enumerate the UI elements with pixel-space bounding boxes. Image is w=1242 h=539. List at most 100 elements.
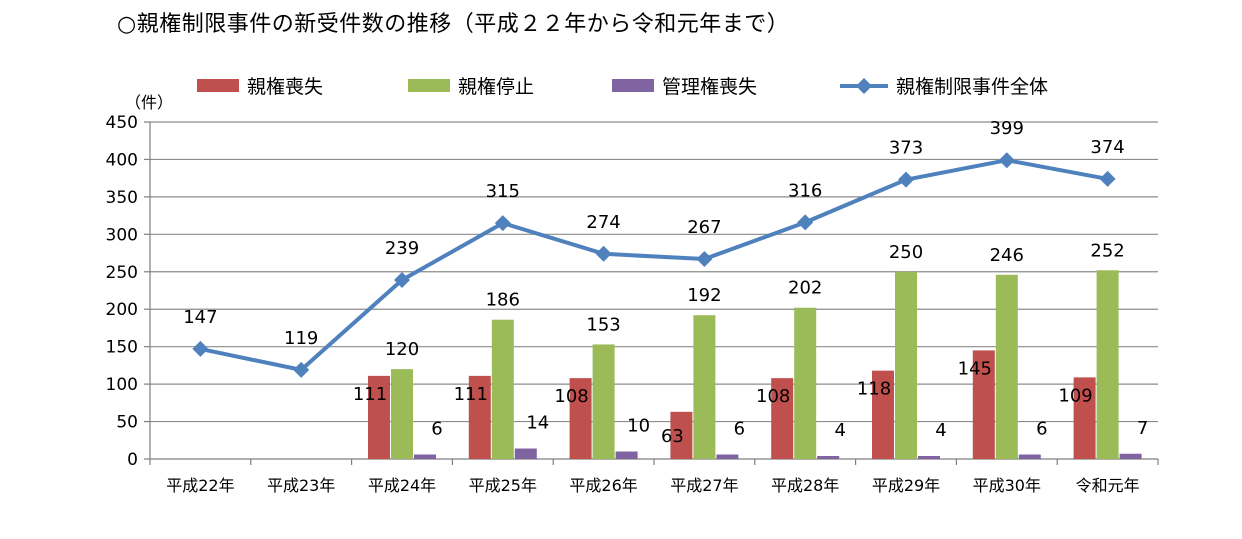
bar xyxy=(817,456,840,459)
data-label: 374 xyxy=(1090,137,1124,158)
bar xyxy=(368,375,390,459)
line-point xyxy=(394,272,410,289)
data-label: 120 xyxy=(385,339,419,360)
series-line xyxy=(199,158,1108,372)
bar xyxy=(491,319,514,459)
data-label: 10 xyxy=(627,416,650,437)
bar xyxy=(670,411,693,459)
x-tick-label: 平成28年 xyxy=(771,476,839,495)
bar xyxy=(468,375,491,459)
bar xyxy=(1119,453,1142,459)
data-label: 111 xyxy=(454,384,488,405)
bar xyxy=(514,448,537,459)
y-tick-label: 250 xyxy=(106,263,138,283)
line-point xyxy=(494,215,511,232)
bar xyxy=(716,454,739,459)
x-tick-label: 平成27年 xyxy=(670,476,738,495)
bar xyxy=(995,274,1018,459)
x-tick-label: 平成23年 xyxy=(267,476,335,495)
y-tick-label: 50 xyxy=(116,413,138,433)
data-label: 147 xyxy=(183,307,217,328)
y-tick-label: 300 xyxy=(106,225,138,245)
bar xyxy=(1096,270,1119,459)
bar xyxy=(592,344,615,459)
legend-label: 親権制限事件全体 xyxy=(896,76,1048,98)
legend-swatch xyxy=(408,79,450,92)
y-tick-label: 400 xyxy=(106,150,138,170)
data-label: 246 xyxy=(990,245,1024,266)
y-tick-label: 150 xyxy=(106,338,138,358)
data-labels: 111 111 108 63 108 118 145 109 120 186 153 192 202 25… xyxy=(183,118,1148,447)
bar xyxy=(569,378,592,459)
data-label: 4 xyxy=(834,420,845,441)
data-label: 274 xyxy=(586,212,620,233)
line-point xyxy=(192,340,209,357)
data-label: 250 xyxy=(889,242,923,263)
data-label: 315 xyxy=(486,181,520,202)
data-label: 7 xyxy=(1137,418,1148,439)
bar xyxy=(794,307,817,459)
legend-marker xyxy=(856,78,872,94)
legend-label: 管理権喪失 xyxy=(662,76,757,98)
bar xyxy=(771,378,794,459)
data-label: 373 xyxy=(889,138,923,159)
bars xyxy=(368,270,1142,459)
bar xyxy=(918,456,940,459)
data-label: 111 xyxy=(353,384,387,405)
bar xyxy=(1073,377,1096,459)
y-tick-label: 200 xyxy=(106,300,138,320)
data-label: 252 xyxy=(1090,240,1124,261)
y-tick-label: 100 xyxy=(106,375,138,395)
bar xyxy=(895,271,917,459)
data-label: 4 xyxy=(935,420,946,441)
data-label: 6 xyxy=(431,419,442,440)
data-label: 153 xyxy=(586,314,620,335)
data-label: 63 xyxy=(661,426,684,447)
x-tick-label: 平成22年 xyxy=(166,476,234,495)
bar xyxy=(693,315,716,459)
bar xyxy=(391,369,413,459)
bar xyxy=(615,451,638,459)
x-tick-label: 令和元年 xyxy=(1076,476,1140,495)
x-tick-label: 平成26年 xyxy=(569,476,637,495)
data-label: 267 xyxy=(687,217,721,238)
data-label: 108 xyxy=(554,386,588,407)
bar xyxy=(972,350,995,459)
legend-swatch xyxy=(197,79,239,92)
x-tick-label: 平成24年 xyxy=(368,476,436,495)
axes: 0 50 100 150 200 250 300 350 400 450 平成22年 平成23年 平成2… xyxy=(106,113,1159,495)
data-label: 6 xyxy=(1036,419,1047,440)
line-point xyxy=(293,361,310,378)
y-tick-label: 350 xyxy=(106,188,138,208)
legend-label: 親権停止 xyxy=(458,76,534,98)
chart-title: ○親権制限事件の新受件数の推移（平成２２年から令和元年まで） xyxy=(117,12,790,37)
data-label: 108 xyxy=(756,386,790,407)
x-tick-label: 平成29年 xyxy=(872,476,940,495)
line-point xyxy=(595,245,612,262)
x-tick-label: 平成25年 xyxy=(469,476,537,495)
line-point xyxy=(696,251,713,268)
x-tick-label: 平成30年 xyxy=(973,476,1041,495)
data-label: 109 xyxy=(1058,385,1092,406)
data-label: 186 xyxy=(486,290,520,311)
bar xyxy=(1018,454,1041,459)
data-label: 119 xyxy=(284,328,318,349)
total-line xyxy=(192,152,1116,378)
legend-label: 親権喪失 xyxy=(247,76,323,98)
line-point xyxy=(1099,170,1116,187)
line-point xyxy=(898,171,914,188)
data-label: 192 xyxy=(687,285,721,306)
y-tick-label: 450 xyxy=(106,113,138,133)
data-label: 118 xyxy=(857,379,891,400)
legend: 親権喪失 親権停止 管理権喪失 親権制限事件全体 xyxy=(197,76,1048,98)
data-label: 145 xyxy=(958,358,992,379)
gridlines xyxy=(150,121,1158,460)
data-label: 239 xyxy=(385,238,419,259)
line-point xyxy=(797,214,814,231)
data-label: 202 xyxy=(788,278,822,299)
data-label: 399 xyxy=(990,118,1024,139)
y-axis-unit-label: （件） xyxy=(125,93,173,112)
bar xyxy=(414,454,436,459)
data-label: 14 xyxy=(526,413,549,434)
